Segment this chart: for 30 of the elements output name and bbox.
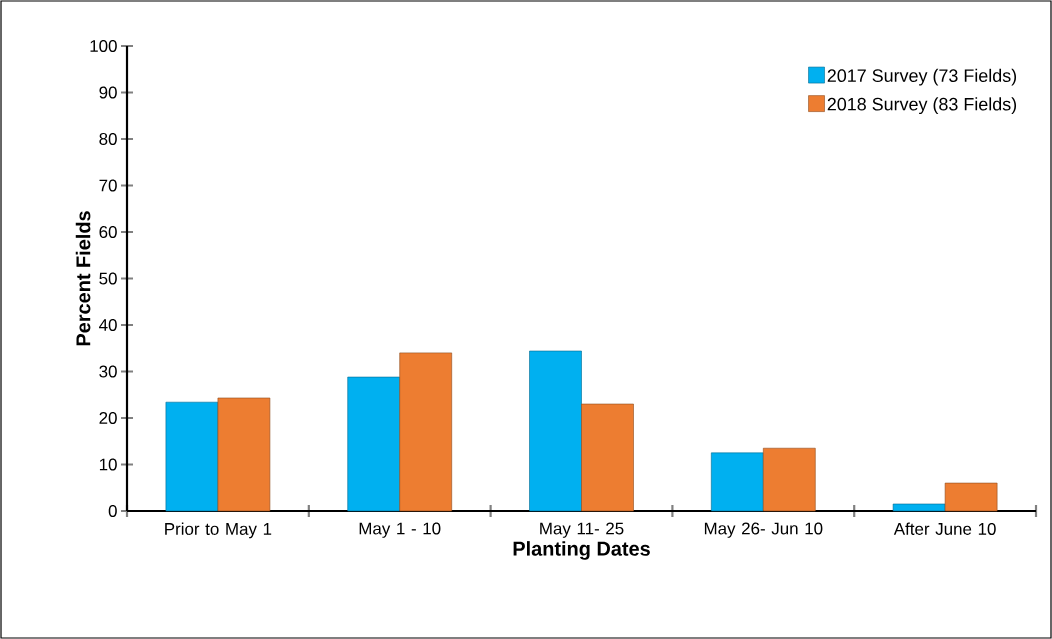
- bar: [165, 401, 219, 512]
- bar: [711, 452, 764, 512]
- y-tick-label: 40: [99, 318, 117, 331]
- legend-label: 2018 Survey (83 Fields): [827, 97, 1017, 115]
- bar: [581, 403, 634, 512]
- y-tick-label: 100: [90, 39, 117, 52]
- y-tick-label: 30: [99, 365, 117, 378]
- bar: [217, 397, 271, 512]
- y-tick-label: 50: [99, 272, 117, 285]
- y-tick-label: 80: [99, 132, 117, 145]
- y-axis-title: Percent Fields: [75, 211, 91, 346]
- x-tick-label: After June 10: [893, 522, 996, 535]
- x-tick-label: May 26- Jun 10: [704, 522, 823, 538]
- bar: [892, 503, 946, 512]
- y-tick-label: 10: [99, 458, 117, 471]
- y-tick-label: 60: [99, 225, 117, 238]
- x-axis-title: Planting Dates: [513, 541, 650, 560]
- x-tick-label: May 1 - 10: [359, 522, 441, 538]
- bar: [529, 350, 582, 512]
- bar: [944, 482, 998, 512]
- x-tick-label: May 11- 25: [540, 522, 624, 538]
- bar: [763, 447, 816, 512]
- y-tick-label: 70: [99, 179, 117, 192]
- bar: [347, 376, 401, 512]
- y-tick-label: 20: [99, 411, 117, 424]
- y-tick-label: 0: [108, 504, 117, 517]
- y-tick-label: 90: [99, 86, 117, 99]
- bar: [399, 352, 453, 512]
- legend-label: 2017 Survey (73 Fields): [827, 68, 1017, 86]
- x-tick-label: Prior to May 1: [165, 522, 272, 539]
